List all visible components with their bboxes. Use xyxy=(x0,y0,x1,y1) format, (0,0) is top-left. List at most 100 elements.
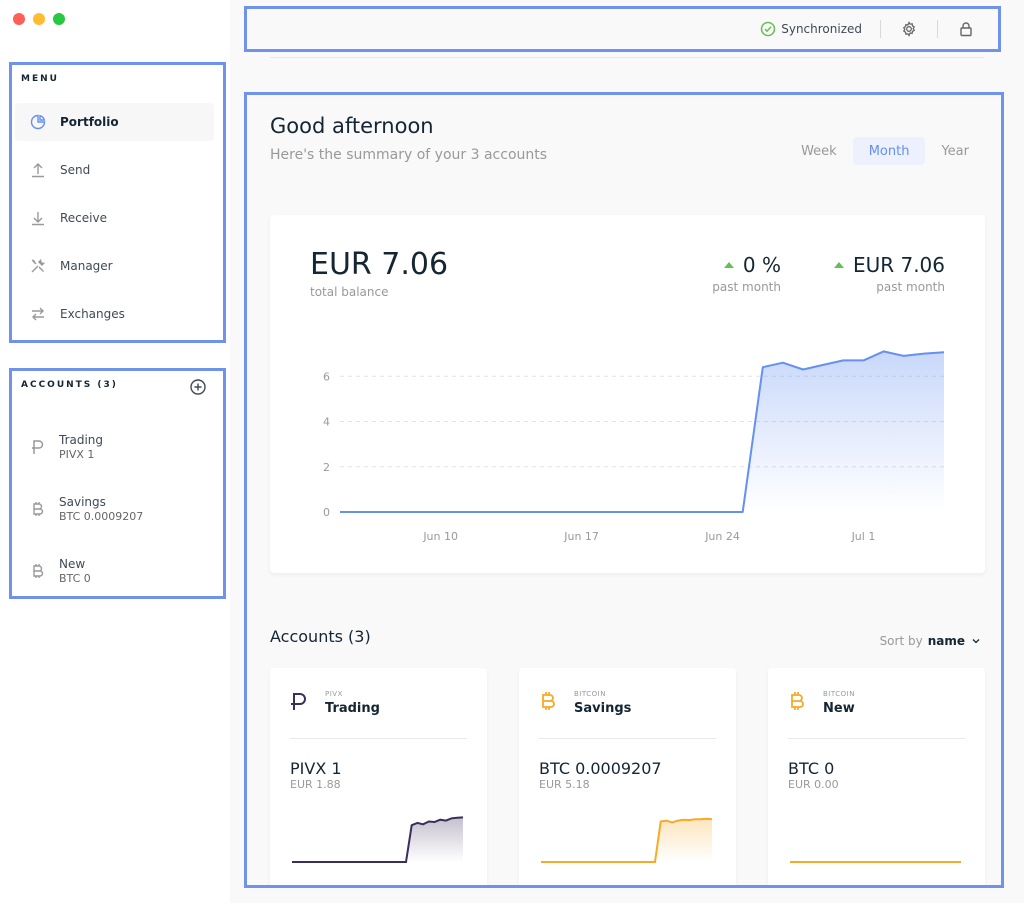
change-percent: 0 % xyxy=(742,253,781,277)
account-name: Trading xyxy=(325,701,380,716)
pie-chart-icon xyxy=(29,113,47,131)
divider xyxy=(880,20,881,38)
pivx-icon xyxy=(291,693,306,710)
sidebar-account-new[interactable]: New BTC 0 xyxy=(15,549,214,593)
divider xyxy=(788,738,965,739)
balance-card: 0 2 4 6 Jun 10 Jun 17 Jun 24 Jul 1 EUR 7.06 tot… xyxy=(270,215,985,573)
sidebar-item-manager[interactable]: Manager xyxy=(15,247,214,285)
account-name: Savings xyxy=(59,495,106,509)
account-balance: PIVX 1 xyxy=(59,448,95,461)
lock-icon xyxy=(960,22,972,37)
gear-icon xyxy=(902,21,916,37)
account-sparkline xyxy=(541,817,713,863)
divider xyxy=(539,738,716,739)
balance-chart: 0 2 4 6 Jun 10 Jun 17 Jun 24 Jul 1 xyxy=(323,350,945,543)
sort-dropdown[interactable]: Sort by name xyxy=(880,634,981,648)
spark-line xyxy=(292,816,464,863)
sync-label: Synchronized xyxy=(781,22,862,36)
account-balance: BTC 0 xyxy=(59,572,91,585)
sidebar-account-savings[interactable]: Savings BTC 0.0009207 xyxy=(15,487,214,531)
account-card-new[interactable]: BITCOIN New BTC 0 EUR 0.00 xyxy=(768,668,985,885)
account-sparkline xyxy=(790,861,961,863)
maximize-window-button[interactable] xyxy=(53,13,65,25)
sort-value: name xyxy=(927,634,965,648)
header-divider xyxy=(270,57,984,58)
sidebar-account-trading[interactable]: Trading PIVX 1 xyxy=(15,425,214,469)
lock-button[interactable] xyxy=(956,19,976,39)
account-fiat-value: EUR 1.88 xyxy=(290,778,341,791)
account-name: New xyxy=(59,557,86,571)
range-year-button[interactable]: Year xyxy=(941,143,969,159)
sort-label: Sort by xyxy=(879,634,923,648)
chevron-down-icon xyxy=(972,639,980,644)
balance-line xyxy=(340,350,945,513)
tools-icon xyxy=(29,257,47,275)
sidebar-item-label: Exchanges xyxy=(60,307,125,321)
change-value-stat: EUR 7.06 past month xyxy=(833,253,945,294)
upload-icon xyxy=(29,161,47,179)
minimize-window-button[interactable] xyxy=(33,13,45,25)
account-name: New xyxy=(823,701,855,716)
range-selector: Week Month Year xyxy=(785,137,985,165)
account-name: Savings xyxy=(574,701,632,716)
main-menu: MENU Portfolio Send Receive Manager xyxy=(9,62,226,343)
account-balance: BTC 0.0009207 xyxy=(59,510,144,523)
balance-area xyxy=(340,351,944,512)
spark-line xyxy=(541,817,713,863)
account-sparkline xyxy=(292,816,464,863)
change-value-label: past month xyxy=(876,280,945,294)
bitcoin-icon xyxy=(29,562,47,580)
accounts-panel: ACCOUNTS (3) Trading PIVX 1 Savings BTC … xyxy=(9,368,226,599)
accounts-title: ACCOUNTS (3) xyxy=(21,380,118,390)
window-controls xyxy=(13,13,65,25)
pivx-icon xyxy=(29,438,47,456)
sidebar-item-exchanges[interactable]: Exchanges xyxy=(15,295,214,333)
arrow-up-icon xyxy=(723,262,734,268)
sidebar-item-label: Send xyxy=(60,163,91,177)
account-name: Trading xyxy=(59,433,104,447)
total-balance: EUR 7.06 xyxy=(310,247,449,282)
x-tick-label: Jun 24 xyxy=(704,530,740,543)
sidebar-item-label: Manager xyxy=(60,259,113,273)
menu-title: MENU xyxy=(21,74,59,84)
spark-area xyxy=(541,818,712,862)
account-currency: BITCOIN xyxy=(574,690,606,698)
spark-area xyxy=(292,817,463,862)
y-tick-label: 2 xyxy=(323,461,330,474)
sidebar: MENU Portfolio Send Receive Manager xyxy=(0,0,230,903)
account-card-trading[interactable]: PIVX Trading PIVX 1 EUR 1.88 xyxy=(270,668,487,885)
dashboard-content: Good afternoon Here's the summary of you… xyxy=(244,92,1004,888)
account-balance: BTC 0.0009207 xyxy=(539,759,662,778)
x-tick-label: Jun 10 xyxy=(422,530,458,543)
change-percent-stat: 0 % past month xyxy=(712,253,781,294)
sidebar-item-receive[interactable]: Receive xyxy=(15,199,214,237)
sidebar-item-send[interactable]: Send xyxy=(15,151,214,189)
change-value: EUR 7.06 xyxy=(852,253,945,277)
settings-button[interactable] xyxy=(899,19,919,39)
page-subtitle: Here's the summary of your 3 accounts xyxy=(270,147,548,163)
y-tick-label: 4 xyxy=(323,416,330,429)
bitcoin-icon xyxy=(29,500,47,518)
total-balance-label: total balance xyxy=(310,285,389,299)
account-fiat-value: EUR 5.18 xyxy=(539,778,590,791)
divider xyxy=(937,20,938,38)
close-window-button[interactable] xyxy=(13,13,25,25)
account-balance: BTC 0 xyxy=(788,759,835,778)
download-icon xyxy=(29,209,47,227)
check-circle-icon xyxy=(760,21,776,37)
account-card-savings[interactable]: BITCOIN Savings BTC 0.0009207 EUR 5.18 xyxy=(519,668,736,885)
add-account-icon[interactable] xyxy=(189,378,207,396)
top-bar: Synchronized xyxy=(244,6,1001,52)
y-tick-label: 6 xyxy=(323,370,330,383)
range-week-button[interactable]: Week xyxy=(801,143,837,159)
sync-status[interactable]: Synchronized xyxy=(760,21,862,37)
main-area: Synchronized Good afternoon Here's the s… xyxy=(230,0,1024,903)
sidebar-item-label: Portfolio xyxy=(60,115,119,129)
change-percent-label: past month xyxy=(712,280,781,294)
arrow-up-icon xyxy=(833,262,844,268)
exchange-icon xyxy=(29,305,47,323)
sidebar-item-portfolio[interactable]: Portfolio xyxy=(15,103,214,141)
account-balance: PIVX 1 xyxy=(290,759,342,778)
range-month-button[interactable]: Month xyxy=(852,137,926,165)
sidebar-item-label: Receive xyxy=(60,211,107,225)
